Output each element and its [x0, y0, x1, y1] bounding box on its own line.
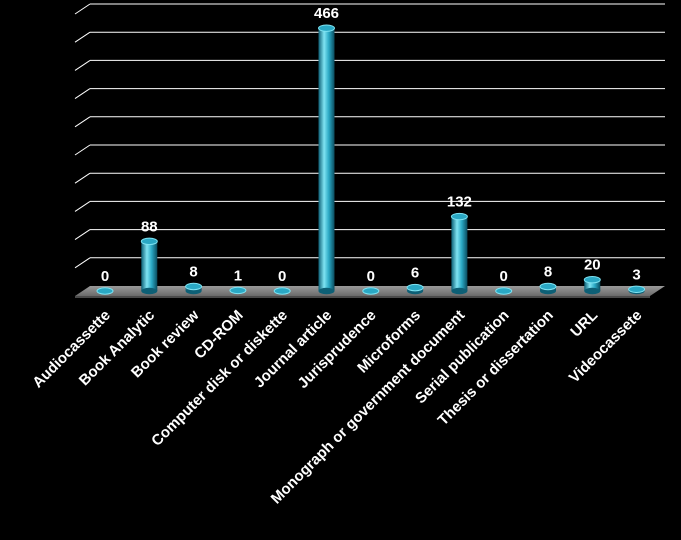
bar-top — [495, 287, 513, 295]
bar — [185, 282, 203, 295]
data-label: 0 — [500, 268, 508, 285]
bar-top — [273, 287, 291, 295]
gridline-wall — [74, 31, 91, 43]
bar-body — [451, 216, 468, 291]
bar — [140, 237, 158, 295]
bar-top — [450, 212, 468, 221]
bar — [583, 276, 601, 295]
bar — [318, 24, 335, 295]
data-label: 8 — [189, 263, 197, 280]
bar-top — [229, 286, 247, 295]
bar-top — [406, 283, 424, 292]
gridline-wall — [74, 229, 91, 241]
bar-top — [539, 282, 557, 291]
data-label: 0 — [367, 268, 375, 285]
bars — [96, 24, 646, 295]
bar-top — [583, 276, 601, 284]
gridlines — [74, 3, 665, 269]
bar — [273, 287, 291, 295]
bar-top — [628, 285, 646, 294]
bar-body — [318, 28, 335, 292]
bar-top — [185, 282, 203, 291]
tick-label: URL — [567, 307, 601, 341]
tick-label: Jurisprudence — [295, 307, 380, 392]
bar-top — [318, 24, 335, 32]
bar — [628, 285, 646, 295]
gridline-wall — [74, 88, 91, 100]
bar-base — [451, 287, 468, 295]
bar-top — [362, 287, 380, 295]
bar — [539, 282, 557, 295]
bar — [495, 287, 513, 295]
bar — [406, 283, 424, 295]
gridline-wall — [74, 200, 91, 212]
gridline-wall — [74, 257, 91, 269]
data-label: 0 — [101, 268, 109, 285]
gridline-wall — [74, 144, 91, 156]
gridline-wall — [74, 116, 91, 128]
floor-edge — [75, 296, 650, 298]
bar — [96, 287, 114, 295]
bar-top — [96, 287, 114, 295]
gridline-wall — [74, 172, 91, 184]
data-label: 0 — [278, 268, 286, 285]
data-label: 88 — [141, 218, 158, 235]
bar-body — [584, 279, 601, 291]
gridline-wall — [74, 59, 91, 71]
tick-label: Journal article — [251, 307, 336, 392]
bar — [362, 287, 380, 295]
bar-base — [141, 287, 158, 295]
bar — [450, 212, 468, 295]
bar-base — [584, 287, 601, 295]
data-label: 466 — [314, 5, 339, 22]
data-label: 8 — [544, 263, 552, 280]
gridline-wall — [74, 3, 91, 15]
data-label: 3 — [632, 266, 640, 283]
data-label: 132 — [447, 194, 472, 211]
bar — [229, 286, 247, 295]
tick-label: Audiocassette — [29, 307, 114, 392]
data-label: 20 — [584, 257, 601, 274]
bar-top — [140, 237, 158, 246]
data-label: 6 — [411, 265, 419, 282]
bar-base — [318, 287, 335, 295]
bar-body — [141, 241, 158, 291]
data-label: 1 — [234, 267, 242, 284]
